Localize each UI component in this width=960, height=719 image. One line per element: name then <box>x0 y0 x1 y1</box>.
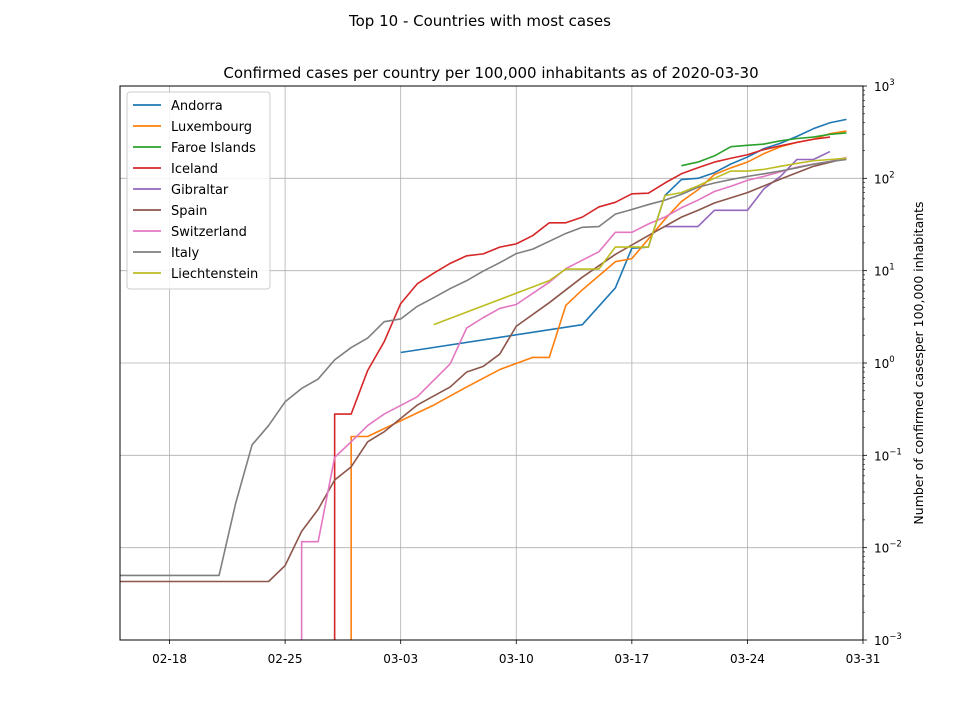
y-tick-label: 100 <box>874 355 895 371</box>
legend-label: Iceland <box>171 162 218 177</box>
x-tick-label: 03-31 <box>846 652 881 666</box>
chart-title: Confirmed cases per country per 100,000 … <box>223 64 758 82</box>
y-tick-base: 10 <box>874 449 889 463</box>
y-tick-exponent: 0 <box>889 355 894 365</box>
y-tick-exponent: 1 <box>889 263 894 273</box>
y-tick-label: 10−2 <box>874 540 902 556</box>
chart-suptitle: Top 10 - Countries with most cases <box>348 12 611 30</box>
series-line-iceland <box>333 136 831 640</box>
legend-label: Andorra <box>171 99 223 114</box>
x-tick-label: 03-24 <box>730 652 765 666</box>
legend-label: Liechtenstein <box>171 267 258 282</box>
series-line-gibraltar <box>664 150 831 228</box>
x-tick-label: 02-25 <box>268 652 303 666</box>
y-tick-label: 103 <box>874 78 895 94</box>
legend: Andorra Luxembourg Faroe Islands Iceland Gib… <box>126 91 271 290</box>
y-tick-base: 10 <box>874 634 889 648</box>
y-tick-exponent: 2 <box>889 170 894 180</box>
y-tick-exponent: −2 <box>889 540 902 550</box>
y-tick-exponent: 3 <box>889 78 894 88</box>
legend-label: Italy <box>171 246 200 261</box>
legend-label: Gibraltar <box>171 183 229 198</box>
legend-label: Switzerland <box>171 225 247 240</box>
y-tick-label: 10−1 <box>874 447 902 463</box>
series-layer <box>120 118 847 640</box>
y-tick-exponent: −1 <box>889 447 902 457</box>
series-line-andorra <box>400 118 847 354</box>
x-tick-label: 03-03 <box>383 652 418 666</box>
series-line-italy <box>120 158 847 577</box>
y-tick-base: 10 <box>874 357 889 371</box>
series-line-faroe-islands <box>681 132 847 167</box>
legend-label: Faroe Islands <box>171 141 256 156</box>
legend-label: Luxembourg <box>171 120 252 135</box>
y-tick-exponent: −3 <box>889 632 902 642</box>
y-tick-base: 10 <box>874 80 889 94</box>
y-tick-base: 10 <box>874 542 889 556</box>
series-line-luxembourg <box>350 130 847 640</box>
legend-box <box>126 91 271 290</box>
y-tick-label: 102 <box>874 170 895 186</box>
x-tick-label: 03-10 <box>499 652 534 666</box>
y-tick-label: 10−3 <box>874 632 902 648</box>
x-tick-label: 03-17 <box>614 652 649 666</box>
y-tick-label: 101 <box>874 263 895 279</box>
series-line-liechtenstein <box>433 157 847 326</box>
series-line-spain <box>120 157 847 583</box>
series-line-switzerland <box>300 156 847 640</box>
legend-label: Spain <box>171 204 207 219</box>
x-tick-label: 02-18 <box>152 652 187 666</box>
y-tick-base: 10 <box>874 265 889 279</box>
y-tick-base: 10 <box>874 172 889 186</box>
y-axis-label: Number of confirmed casesper 100,000 inh… <box>911 201 926 524</box>
x-axis: 02-18 02-25 03-03 03-10 03-17 03-24 03-31 <box>152 640 880 666</box>
